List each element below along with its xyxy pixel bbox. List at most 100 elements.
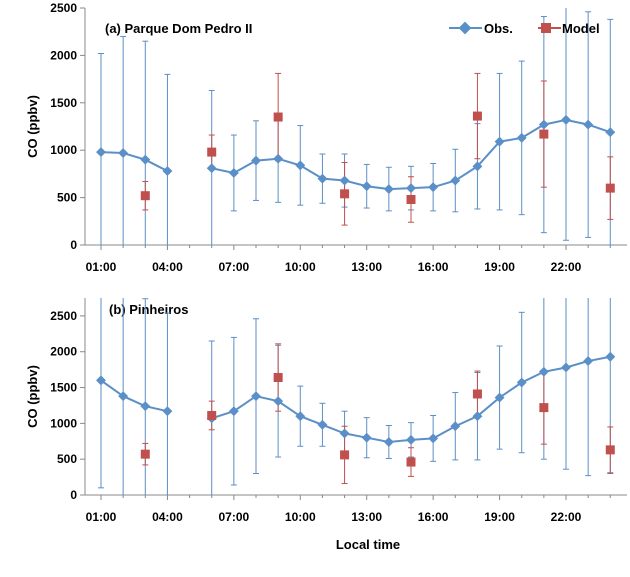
legend-model-marker [541,23,551,33]
model-point [539,403,549,413]
obs-point [118,148,129,158]
panel-a-title: (a) Parque Dom Pedro II [105,21,252,36]
x-tick-label: 19:00 [484,260,515,274]
y-tick-label: 0 [70,238,77,252]
obs-point [494,392,505,403]
model-point [273,112,283,122]
panel-b-x-ticks: 01:00 04:00 07:00 10:00 13:00 16:00 19:00 22:00 [86,495,611,524]
x-tick-label: 22:00 [551,260,582,274]
x-tick-label: 19:00 [484,510,515,524]
x-tick-label: 07:00 [219,260,250,274]
model-point [605,183,615,193]
panel-a-x-ticks: 01:00 04:00 07:00 10:00 13:00 16:00 19:00 22:00 [86,245,611,274]
panel-a-axes [84,8,627,246]
panel-a-parque-dom-pedro: (a) Parque Dom Pedro II CO (ppbv) 0 500 10… [25,1,627,274]
panel-b-pinheiros: (b) Pinheiros CO (ppbv) Local time 0 500 1… [25,298,627,552]
y-tick-label: 500 [57,452,77,466]
y-tick-label: 0 [70,488,77,502]
panel-a-obs-points [96,114,616,195]
obs-point [228,406,239,417]
panel-b-obs-line [100,355,611,443]
model-point [539,129,549,139]
obs-point [228,168,239,178]
y-tick-label: 2000 [50,345,77,359]
model-point [140,191,150,201]
obs-point [561,362,571,373]
obs-point [317,419,328,430]
model-point [340,189,350,199]
obs-point [583,119,594,130]
x-tick-label: 16:00 [418,260,449,274]
y-tick-label: 2000 [50,48,77,62]
obs-point [450,175,461,186]
y-tick-label: 2500 [50,309,77,323]
panel-a-model-points [140,111,615,204]
obs-point [339,175,350,186]
x-tick-label: 04:00 [152,260,183,274]
panel-b-x-axis-title: Local time [336,537,400,552]
obs-point [162,166,173,177]
obs-series-line [100,151,168,172]
obs-point [583,356,594,366]
obs-point [206,163,217,174]
obs-point [295,160,306,171]
model-point [605,445,615,455]
obs-point [96,147,106,158]
x-tick-label: 10:00 [285,260,316,274]
legend-model-label: Model [562,21,600,36]
panel-b-model-points [140,373,615,467]
obs-point [516,132,527,143]
obs-point [383,184,394,195]
panel-b-y-ticks: 0 500 1000 1500 2000 2500 [50,309,85,502]
panel-b-title: (b) Pinheiros [109,302,188,317]
y-tick-label: 2500 [50,1,77,15]
obs-point [605,127,616,138]
panel-b-axes [84,298,627,496]
obs-point [406,183,416,194]
x-tick-label: 07:00 [219,510,250,524]
model-point [406,194,416,204]
model-point [207,147,217,157]
legend-obs-label: Obs. [484,21,513,36]
panel-b-obs-error-bars [98,298,614,495]
obs-series-line [100,379,168,413]
obs-point [361,432,372,443]
obs-point [251,391,261,402]
model-point [140,449,150,459]
obs-point [317,173,328,184]
x-tick-label: 16:00 [418,510,449,524]
obs-point [406,434,416,445]
obs-point [605,351,616,362]
model-point [406,457,416,467]
obs-point [273,396,284,407]
obs-point [538,366,549,377]
obs-point [538,119,549,130]
obs-point [361,181,372,192]
obs-point [516,377,527,388]
x-tick-label: 10:00 [285,510,316,524]
y-tick-label: 1000 [50,143,77,157]
obs-point [140,154,151,165]
x-tick-label: 04:00 [152,510,183,524]
obs-point [273,153,284,164]
y-tick-label: 1000 [50,416,77,430]
x-tick-label: 13:00 [351,260,382,274]
model-point [207,410,217,420]
model-point [472,389,482,399]
obs-point [162,406,173,417]
y-tick-label: 500 [57,191,77,205]
model-point [340,450,350,460]
legend: Obs. Model [449,21,600,36]
obs-point [428,433,439,444]
y-tick-label: 1500 [50,96,77,110]
x-tick-label: 22:00 [551,510,582,524]
obs-point [339,428,350,439]
obs-point [561,114,571,125]
obs-point [295,411,306,422]
obs-point [450,421,461,432]
y-tick-label: 1500 [50,381,77,395]
panel-a-obs-error-bars [98,8,614,246]
obs-point [472,411,483,422]
obs-point [251,155,261,166]
